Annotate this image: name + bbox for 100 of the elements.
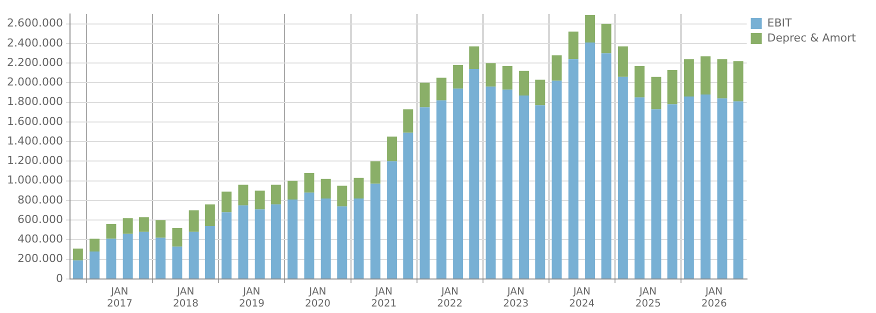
bar — [254, 190, 265, 210]
bar — [667, 70, 678, 104]
bar — [337, 206, 348, 278]
bar — [717, 59, 728, 98]
x-tick-label: JAN 2017 — [106, 286, 132, 310]
bar — [138, 232, 149, 278]
y-tick-label: 2.200.000 — [7, 56, 63, 69]
bar — [222, 192, 232, 212]
bar — [370, 161, 380, 184]
bar — [188, 232, 199, 278]
legend-label: Deprec & Amort — [767, 31, 857, 44]
y-tick-label: 800.000 — [17, 193, 63, 206]
bar — [568, 59, 578, 278]
bar — [436, 100, 446, 278]
y-tick-label: 400.000 — [17, 232, 63, 246]
y-tick-label: 1.200.000 — [7, 154, 63, 168]
bar — [188, 210, 199, 232]
bar — [288, 200, 298, 278]
bar — [552, 80, 562, 278]
bar — [436, 78, 446, 100]
bar — [320, 178, 331, 199]
bar — [486, 86, 496, 278]
bar — [172, 228, 182, 247]
bar — [420, 107, 430, 278]
bar — [370, 184, 380, 278]
bar — [387, 161, 398, 278]
bar — [519, 70, 530, 96]
bar — [535, 80, 546, 106]
bar — [172, 246, 182, 278]
bar — [90, 252, 100, 278]
bar — [684, 59, 694, 96]
bar — [519, 95, 530, 278]
bar — [469, 68, 480, 278]
bar — [667, 104, 678, 278]
bar — [453, 65, 464, 89]
bar — [700, 94, 711, 278]
y-tick-label: 600.000 — [17, 212, 63, 226]
x-tick-label: JAN 2025 — [635, 286, 661, 310]
bar — [204, 226, 215, 278]
bar — [122, 218, 133, 234]
y-tick-label: 2.600.000 — [7, 16, 63, 30]
bar — [585, 14, 596, 42]
y-tick-label: 1.400.000 — [7, 134, 63, 148]
x-tick-label: JAN 2024 — [569, 286, 595, 310]
bar — [568, 32, 578, 60]
bar — [156, 220, 166, 238]
bar — [585, 42, 596, 278]
bar — [733, 61, 744, 102]
y-tick-label: 1.600.000 — [7, 114, 63, 128]
bar — [601, 24, 612, 54]
bar — [288, 180, 298, 200]
bar — [651, 109, 662, 278]
y-tick-label: 2.000.000 — [7, 76, 63, 89]
bar — [535, 105, 546, 278]
bar — [601, 53, 612, 278]
bar — [486, 63, 496, 87]
x-tick-label: JAN 2020 — [304, 286, 330, 310]
bar — [552, 55, 562, 81]
bar — [106, 238, 116, 278]
y-tick-label: 2.400.000 — [7, 36, 63, 50]
bar — [138, 217, 149, 232]
bar — [304, 173, 314, 193]
bar — [453, 88, 464, 278]
bar — [618, 76, 628, 278]
y-tick-label: 1.800.000 — [7, 95, 63, 108]
bar — [270, 184, 281, 204]
bar — [106, 224, 116, 239]
x-tick-label: JAN 2023 — [503, 286, 529, 310]
bar — [72, 260, 83, 278]
bar — [204, 204, 215, 226]
bar — [733, 101, 744, 278]
x-tick-label: JAN 2018 — [172, 286, 198, 310]
bar — [387, 136, 398, 162]
x-tick-label: JAN 2019 — [238, 286, 264, 310]
bar — [254, 209, 265, 278]
bar — [634, 66, 645, 98]
bar — [122, 234, 133, 278]
bar — [717, 98, 728, 278]
bar — [270, 204, 281, 278]
legend-label: EBIT — [767, 16, 792, 30]
bar — [700, 56, 711, 94]
y-tick-label: 200.000 — [17, 252, 63, 266]
bar — [502, 66, 512, 90]
bar — [337, 186, 348, 206]
bar — [420, 82, 430, 108]
bar — [354, 178, 364, 199]
bar — [238, 184, 248, 206]
x-tick-label: JAN 2022 — [437, 286, 463, 310]
y-tick-label: 1.000.000 — [7, 174, 63, 187]
bar — [238, 205, 248, 278]
x-tick-label: JAN 2026 — [701, 286, 727, 310]
bar — [634, 97, 645, 278]
bar — [90, 238, 100, 252]
bar — [354, 198, 364, 278]
bar — [156, 238, 166, 278]
bar — [222, 212, 232, 278]
bar — [403, 109, 414, 133]
x-tick-label: JAN 2021 — [371, 286, 397, 310]
bar — [618, 46, 628, 77]
bar — [72, 248, 83, 260]
